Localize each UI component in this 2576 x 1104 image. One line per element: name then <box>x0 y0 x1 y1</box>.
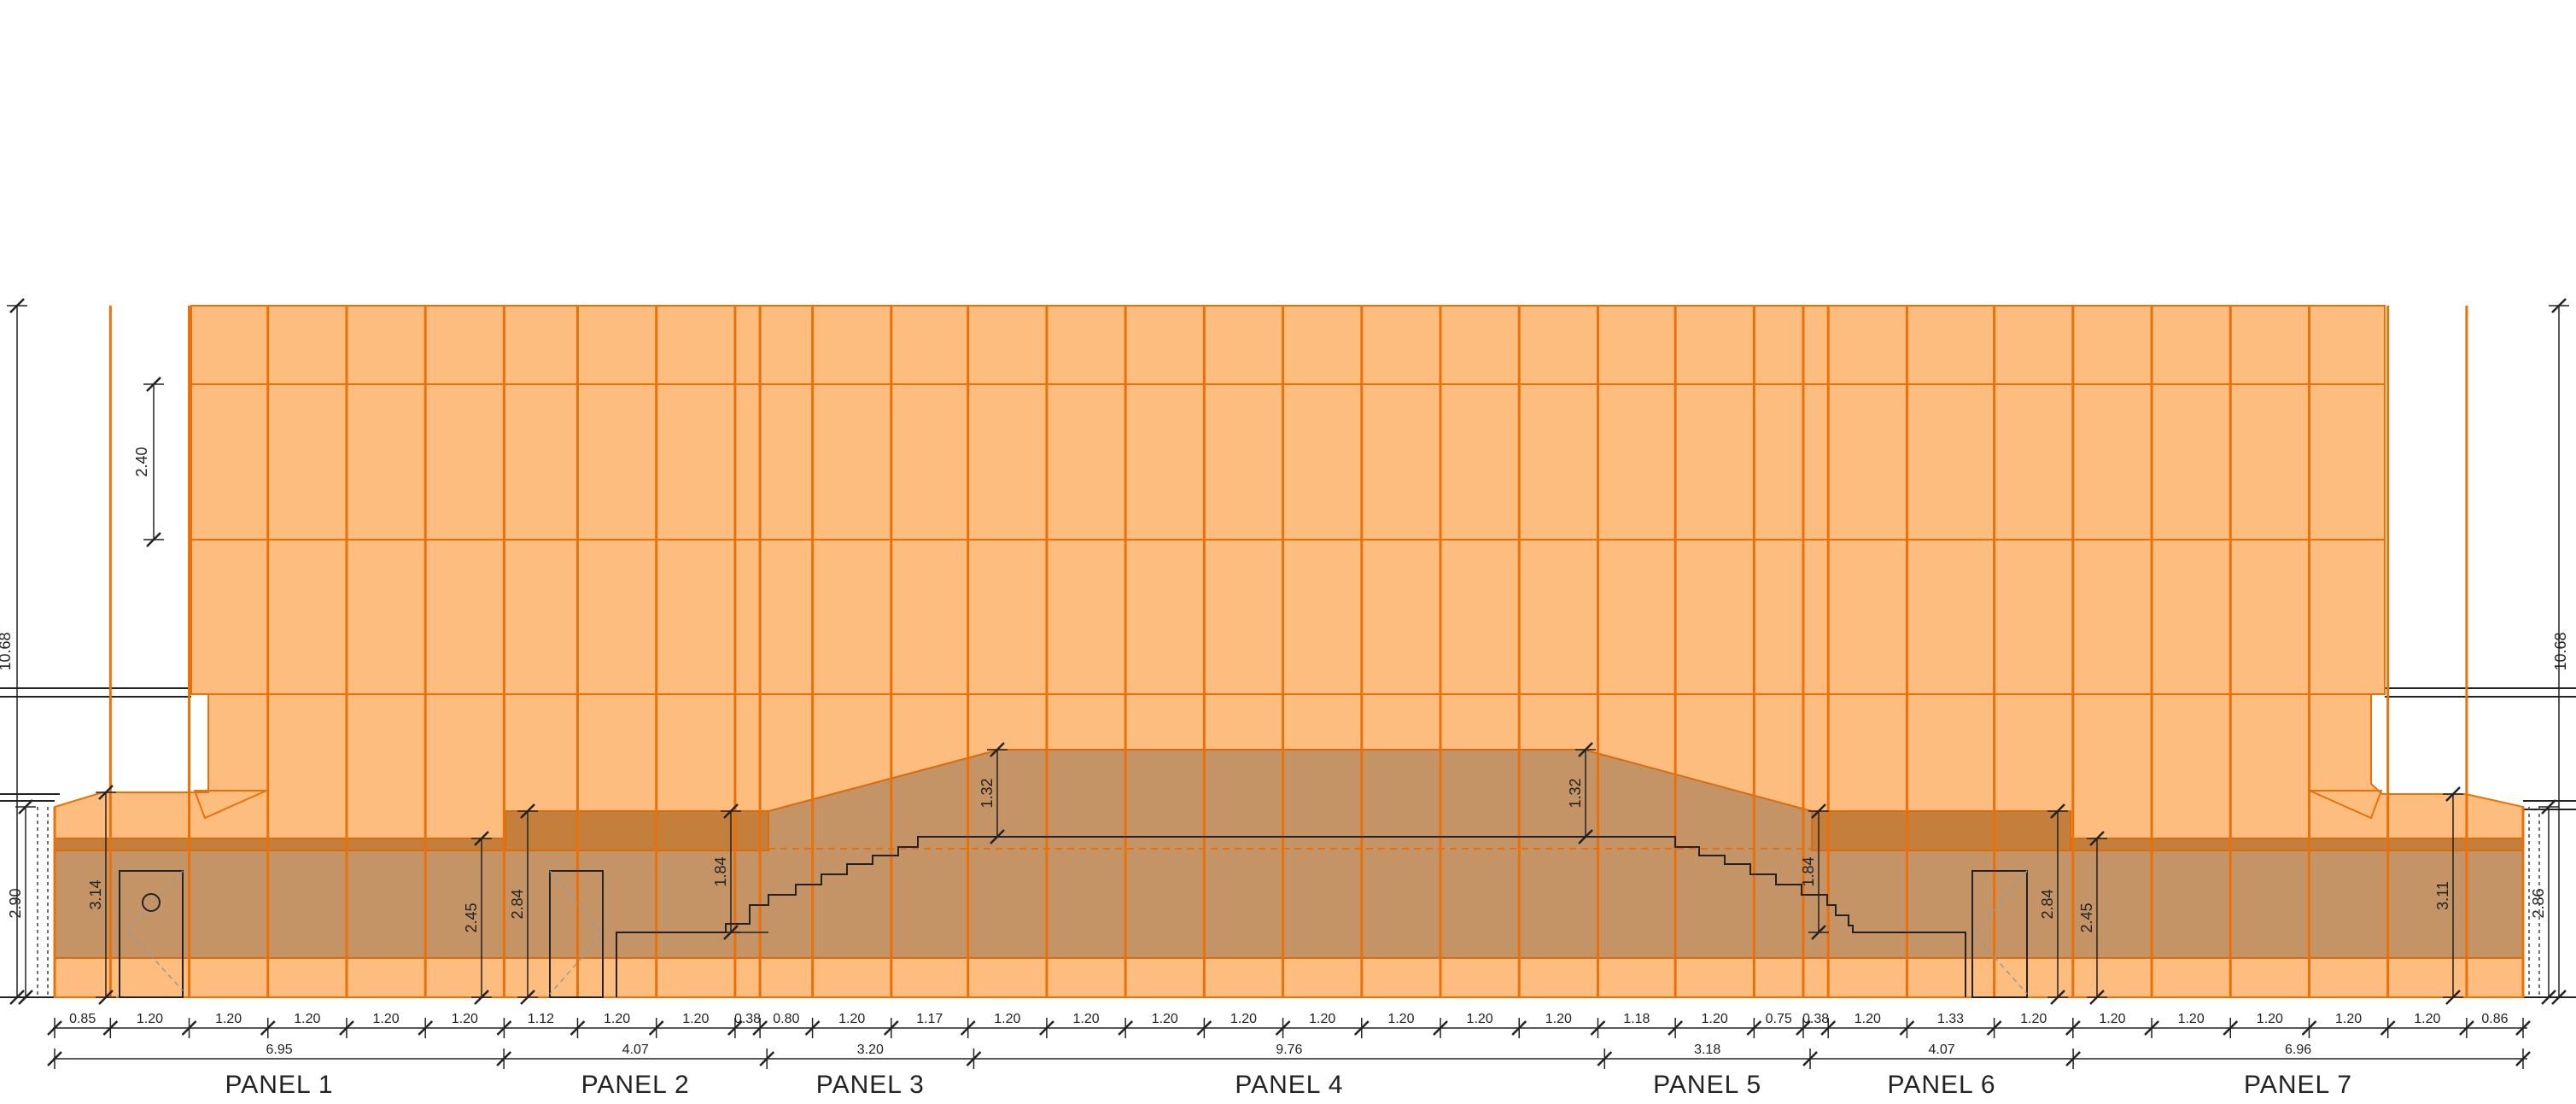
dimension-label: 0.86 <box>2481 1012 2508 1026</box>
dim-left-mid-b: 2.84 <box>509 889 526 919</box>
dimension-label: 1.20 <box>294 1012 320 1026</box>
door-swing-left <box>126 870 184 991</box>
dimension-label: 1.20 <box>2414 1012 2440 1026</box>
panel-label: PANEL 2 <box>581 1071 690 1099</box>
dimension-label: 1.20 <box>2178 1012 2205 1026</box>
vertical-dimension-ticks <box>7 298 2569 1005</box>
dimension-label: 0.80 <box>773 1012 799 1026</box>
dimension-label: 1.20 <box>682 1012 709 1026</box>
door-swing-panel-6 <box>1973 870 2028 995</box>
vertical-mullions <box>53 306 2525 997</box>
dim-left-mid-a: 2.45 <box>463 902 480 932</box>
panel-width-label: 3.18 <box>1694 1043 1720 1057</box>
dimension-label: 1.20 <box>1309 1012 1335 1026</box>
dimension-label: 1.20 <box>215 1012 242 1026</box>
dimension-label: 1.12 <box>528 1012 554 1026</box>
dimension-label: 1.20 <box>604 1012 630 1026</box>
side-chevrons <box>193 790 2383 820</box>
edge-dotted-lines <box>37 807 2540 997</box>
panel-width-label: 4.07 <box>1929 1043 1955 1057</box>
dim-overall-height-right: 10.68 <box>2552 632 2569 670</box>
dimension-label: 1.20 <box>1230 1012 1257 1026</box>
dimension-label: 0.38 <box>734 1012 761 1026</box>
panel-label: PANEL 6 <box>1888 1071 1996 1099</box>
dim-left-step: 1.84 <box>712 856 729 886</box>
panel-width-label: 6.96 <box>2285 1043 2311 1057</box>
dimension-label: 1.20 <box>1855 1012 1881 1026</box>
door-panel-2 <box>549 870 604 998</box>
dimension-label: 0.75 <box>1766 1012 1792 1026</box>
dim-overall-height-left: 10.68 <box>0 632 14 670</box>
dimension-label: 1.20 <box>1387 1012 1414 1026</box>
dimension-label: 1.20 <box>838 1012 865 1026</box>
dimension-label: 1.17 <box>916 1012 943 1026</box>
panel-width-label: 6.95 <box>266 1043 292 1057</box>
panel-label: PANEL 7 <box>2244 1071 2352 1099</box>
dimension-label: 1.20 <box>1072 1012 1099 1026</box>
panel-width-label: 9.76 <box>1276 1043 1302 1057</box>
dimension-label: 1.20 <box>2335 1012 2362 1026</box>
dimension-label: 1.20 <box>2020 1012 2047 1026</box>
panel-label: PANEL 5 <box>1653 1071 1761 1099</box>
door-left <box>119 870 184 998</box>
panel-chain: 6.95 PANEL 1 4.07 PANEL 2 3.20 PANEL 3 9.76 PAN… <box>47 1043 2531 1099</box>
dimension-label: 1.20 <box>1702 1012 1728 1026</box>
dimension-label: 0.85 <box>69 1012 96 1026</box>
dark-bands <box>54 810 2524 851</box>
dim-right-step: 1.84 <box>1800 856 1817 886</box>
horizontal-dimension-lines <box>53 1027 2527 1060</box>
panel-width-label: 3.20 <box>857 1043 884 1057</box>
dimension-label: 1.20 <box>373 1012 400 1026</box>
vertical-dimension-lines <box>16 306 2560 997</box>
interior-floor-outline <box>616 836 1966 997</box>
door-panel-6 <box>1971 870 2028 998</box>
panel-width-label: 4.07 <box>622 1043 649 1057</box>
vertical-dimension-labels: 10.68 10.68 2.40 2.90 3.14 2.45 2.84 1.8… <box>0 447 2569 932</box>
door-swing-panel-2 <box>549 870 604 995</box>
dimension-chain: 0.85 1.20 1.20 1.20 1.20 1.20 1.12 1.20 1.20 0.38… <box>47 1012 2531 1038</box>
dimension-label: 1.20 <box>2257 1012 2283 1026</box>
dim-right-mid-b: 2.84 <box>2039 889 2056 919</box>
dimension-label: 1.20 <box>452 1012 478 1026</box>
dim-right-inner: 3.11 <box>2434 881 2451 910</box>
dimension-label: 1.20 <box>1152 1012 1178 1026</box>
dimension-label: 1.20 <box>1467 1012 1493 1026</box>
dim-left-slope: 1.32 <box>978 778 996 808</box>
panel-label: PANEL 4 <box>1235 1071 1343 1099</box>
dim-far-left: 2.90 <box>7 888 24 918</box>
panel-label: PANEL 1 <box>225 1071 334 1099</box>
dimension-label: 0.38 <box>1802 1012 1829 1026</box>
dimension-label: 1.33 <box>1937 1012 1964 1026</box>
dimension-label: 1.20 <box>1545 1012 1572 1026</box>
dim-right-slope: 1.32 <box>1567 778 1584 808</box>
panel-label: PANEL 3 <box>816 1071 925 1099</box>
dimension-label: 1.18 <box>1623 1012 1650 1026</box>
dimension-label: 1.20 <box>137 1012 163 1026</box>
dim-right-mid-a: 2.45 <box>2078 902 2095 932</box>
dim-far-right: 2.86 <box>2530 888 2547 918</box>
dimension-label: 1.20 <box>994 1012 1020 1026</box>
dim-module-height: 2.40 <box>133 447 150 476</box>
dim-left-inner: 3.14 <box>87 879 104 909</box>
dimension-label: 1.20 <box>2099 1012 2125 1026</box>
horizontal-joints <box>191 383 2385 850</box>
